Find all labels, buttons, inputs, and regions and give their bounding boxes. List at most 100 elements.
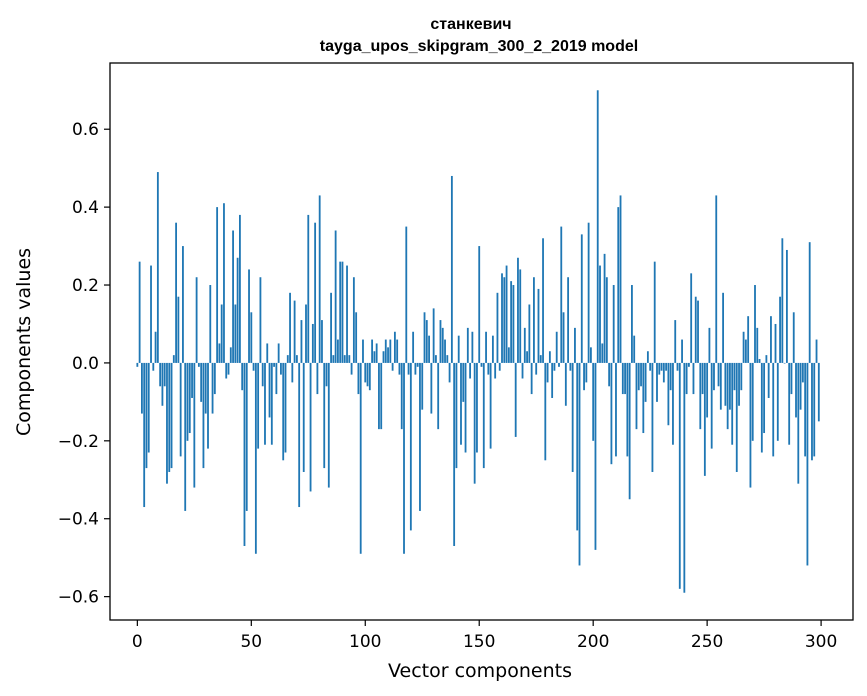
bar bbox=[546, 362, 549, 383]
bar bbox=[298, 362, 301, 508]
bar bbox=[535, 362, 538, 375]
bar bbox=[738, 362, 740, 406]
bar bbox=[733, 362, 736, 391]
bar bbox=[494, 362, 497, 379]
bar bbox=[248, 269, 250, 363]
bar bbox=[430, 362, 433, 414]
bar bbox=[207, 362, 209, 449]
bar bbox=[517, 257, 519, 363]
y-tick-label: −0.4 bbox=[58, 510, 99, 530]
bar bbox=[348, 355, 351, 363]
bar bbox=[646, 351, 649, 363]
bar bbox=[576, 362, 579, 531]
bar bbox=[496, 292, 499, 363]
bar bbox=[708, 327, 711, 363]
bar bbox=[763, 362, 766, 434]
bar bbox=[403, 362, 405, 554]
bar bbox=[159, 362, 162, 387]
bar bbox=[186, 362, 189, 441]
bar bbox=[464, 362, 467, 453]
bar bbox=[717, 362, 720, 387]
bar bbox=[307, 214, 310, 363]
bar bbox=[795, 362, 797, 418]
x-tick-label: 200 bbox=[577, 632, 609, 652]
bar bbox=[154, 331, 157, 363]
bar bbox=[166, 362, 168, 484]
bar bbox=[533, 277, 535, 363]
bar bbox=[218, 343, 221, 363]
bar bbox=[512, 285, 515, 363]
x-tick-label: 0 bbox=[132, 632, 143, 652]
bar bbox=[669, 362, 672, 391]
bar bbox=[177, 296, 180, 363]
bar bbox=[268, 362, 271, 418]
bar bbox=[626, 362, 629, 457]
bar bbox=[250, 312, 253, 363]
bar bbox=[232, 230, 234, 363]
bar bbox=[400, 362, 403, 430]
x-tick-label: 50 bbox=[240, 632, 262, 652]
bar bbox=[161, 362, 164, 406]
bar bbox=[362, 339, 364, 363]
bar bbox=[779, 296, 781, 363]
bar bbox=[156, 172, 159, 363]
bar bbox=[678, 362, 681, 589]
bar bbox=[371, 339, 374, 363]
bar bbox=[145, 362, 148, 469]
bar bbox=[804, 362, 807, 457]
bar bbox=[567, 277, 570, 363]
bar bbox=[423, 312, 426, 363]
bar bbox=[801, 362, 804, 383]
bar bbox=[521, 362, 524, 379]
bar bbox=[259, 277, 262, 363]
bar bbox=[776, 362, 779, 441]
bar bbox=[330, 292, 332, 363]
bar bbox=[197, 362, 200, 367]
bar bbox=[366, 362, 369, 387]
bar bbox=[537, 288, 540, 363]
bar bbox=[141, 362, 143, 414]
bar bbox=[697, 300, 699, 363]
bar bbox=[236, 257, 239, 363]
bar bbox=[350, 362, 353, 375]
bar bbox=[357, 362, 360, 395]
bar bbox=[610, 362, 613, 465]
bar bbox=[453, 362, 456, 546]
bar bbox=[690, 273, 693, 363]
bar bbox=[478, 246, 481, 363]
bar bbox=[487, 362, 490, 375]
bar bbox=[783, 362, 786, 364]
bar bbox=[701, 362, 704, 395]
bar bbox=[480, 362, 483, 367]
bar bbox=[264, 362, 266, 445]
bar bbox=[585, 362, 588, 383]
bar bbox=[729, 362, 731, 410]
bar bbox=[437, 362, 440, 430]
bar bbox=[662, 362, 665, 383]
bar bbox=[229, 347, 232, 363]
bar bbox=[416, 362, 419, 367]
bar bbox=[510, 281, 513, 363]
bar bbox=[651, 362, 654, 472]
bar bbox=[266, 343, 269, 363]
bar bbox=[765, 355, 768, 363]
bar bbox=[432, 308, 435, 363]
bar bbox=[293, 300, 296, 363]
bar bbox=[352, 277, 355, 363]
bar bbox=[373, 351, 376, 363]
bar bbox=[637, 362, 640, 391]
bar bbox=[466, 327, 469, 363]
bar bbox=[143, 362, 146, 508]
bar bbox=[391, 362, 394, 371]
bar bbox=[170, 362, 173, 469]
bar bbox=[706, 362, 709, 418]
bar bbox=[482, 362, 485, 469]
bar bbox=[343, 355, 346, 363]
bar bbox=[542, 238, 544, 363]
bar bbox=[719, 362, 722, 410]
bar bbox=[676, 362, 679, 371]
bar bbox=[337, 339, 339, 363]
bar bbox=[435, 355, 437, 363]
bar bbox=[138, 261, 141, 363]
